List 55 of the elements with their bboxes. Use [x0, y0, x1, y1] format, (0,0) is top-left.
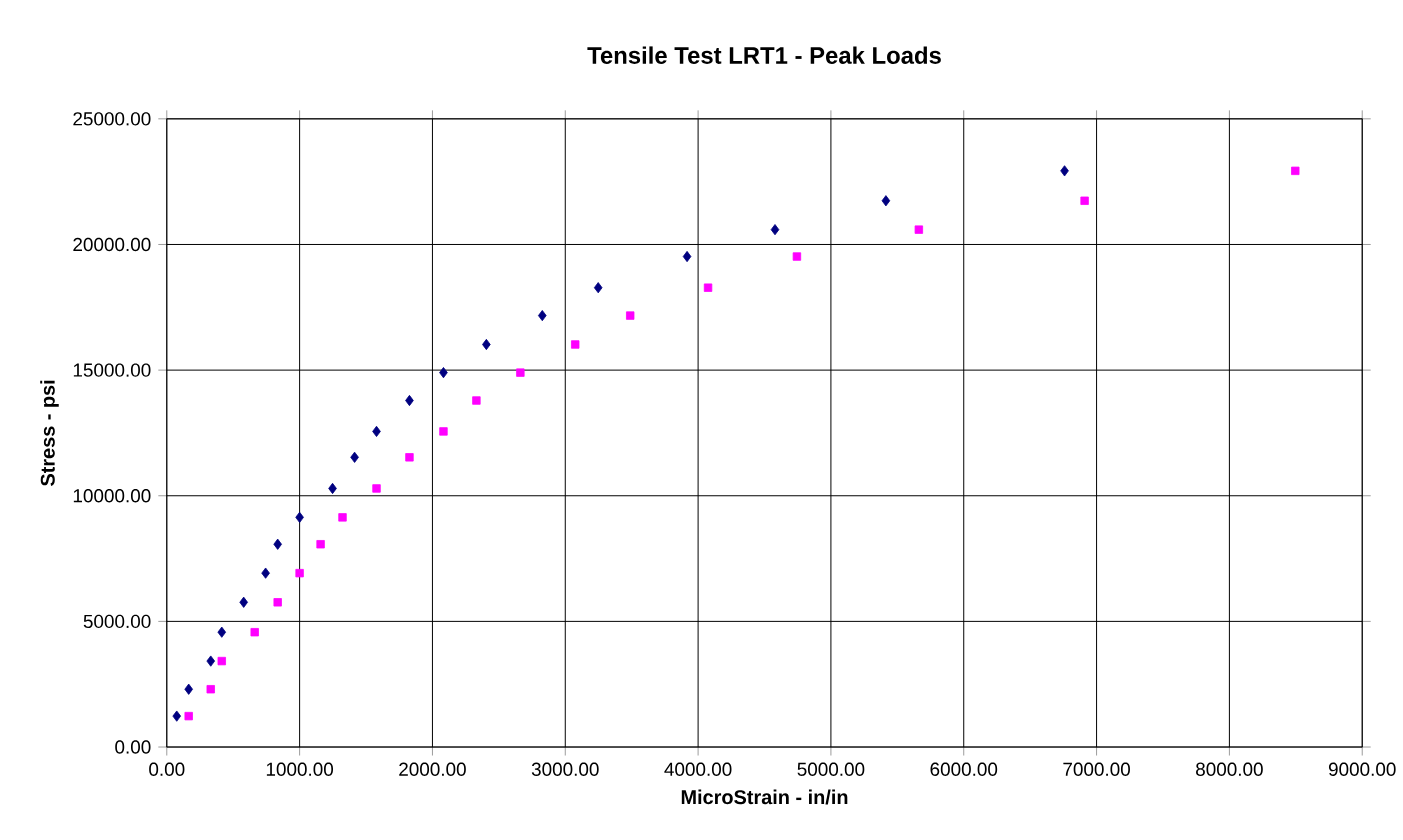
point	[217, 656, 226, 666]
point	[316, 540, 325, 549]
x-tick-label: 5000.00	[797, 762, 865, 776]
point	[703, 283, 713, 292]
point	[273, 538, 282, 550]
point	[217, 626, 227, 638]
point	[593, 282, 603, 294]
y-tick-label: 25000.00	[73, 112, 151, 126]
point	[295, 569, 304, 578]
x-tick-label: 2000.00	[399, 762, 466, 776]
point	[405, 453, 414, 462]
point	[626, 311, 635, 320]
point	[1080, 196, 1089, 205]
y-tick-label: 20000.00	[73, 237, 151, 252]
point	[372, 484, 381, 493]
point	[439, 367, 448, 379]
x-tick-label: 4000.00	[664, 762, 732, 776]
point	[184, 711, 193, 721]
point	[439, 427, 448, 436]
point	[350, 451, 359, 463]
point	[538, 310, 547, 322]
x-axis-title: MicroStrain - in/in	[681, 789, 848, 805]
point	[881, 195, 891, 207]
point	[338, 513, 347, 522]
point	[184, 683, 193, 695]
x-tick-label: 7000.00	[1063, 762, 1130, 776]
y-axis-title: Stress - psi	[40, 380, 59, 487]
point	[261, 567, 270, 579]
point	[273, 598, 282, 607]
point	[792, 252, 802, 261]
point	[1291, 166, 1300, 176]
point	[516, 368, 525, 377]
point	[571, 340, 580, 349]
point	[472, 396, 481, 405]
point	[682, 251, 692, 263]
chart-title: Tensile Test LRT1 - Peak Loads	[587, 46, 941, 64]
x-tick-label: 0.00	[149, 762, 185, 776]
point	[206, 685, 215, 694]
y-tick-label: 0.00	[115, 740, 151, 754]
point	[295, 511, 304, 523]
x-tick-label: 3000.00	[531, 762, 599, 776]
point	[1060, 165, 1069, 177]
point	[206, 655, 216, 667]
point	[914, 225, 924, 234]
y-tick-label: 15000.00	[73, 363, 151, 377]
point	[172, 710, 182, 722]
point	[250, 628, 259, 637]
x-tick-label: 8000.00	[1196, 762, 1263, 776]
point	[770, 224, 780, 236]
point	[239, 596, 248, 608]
y-tick-label: 5000.00	[83, 614, 151, 629]
x-tick-label: 1000.00	[266, 762, 334, 776]
y-tick-label: 10000.00	[73, 489, 151, 503]
x-tick-label: 9000.00	[1328, 762, 1396, 776]
x-tick-label: 6000.00	[930, 762, 998, 776]
